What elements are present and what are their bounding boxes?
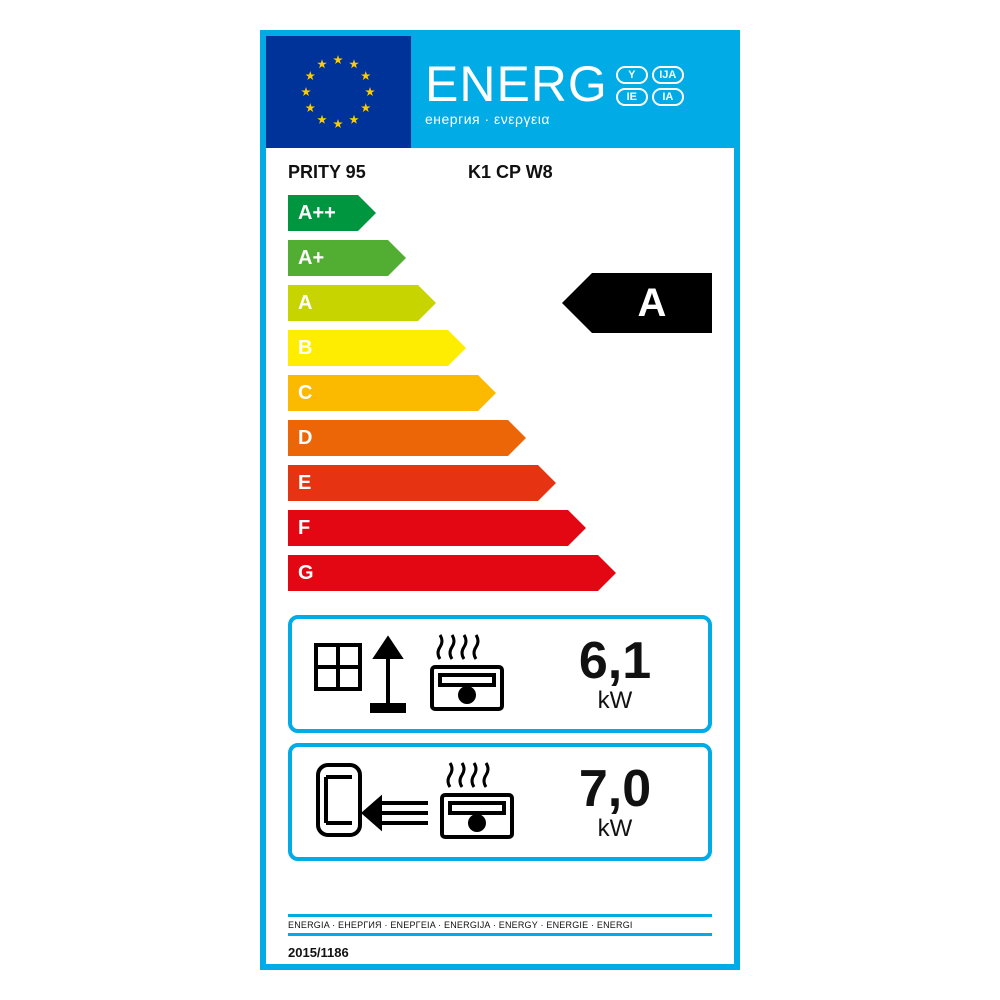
footer-languages: ENERGIA · ЕНЕРГИЯ · ΕΝΕΡΓΕΙΑ · ENERGIJA … [288, 914, 712, 936]
rating-arrow: A [592, 273, 712, 333]
efficiency-bar-D: D [288, 420, 508, 456]
header-title: ENERG [425, 59, 608, 109]
efficiency-bar-A: A [288, 285, 418, 321]
eu-flag-icon [266, 36, 411, 148]
efficiency-bar-Aplus: A+ [288, 240, 388, 276]
header: ENERG Y IJA IE IA енергия · ενεργεια [266, 36, 734, 148]
efficiency-bar-B: B [288, 330, 448, 366]
water-heating-box: 7,0 kW [288, 743, 712, 861]
water-heating-value: 7,0 kW [540, 763, 690, 841]
header-text: ENERG Y IJA IE IA енергия · ενεργεια [411, 36, 734, 148]
efficiency-bar-E: E [288, 465, 538, 501]
regulation-number: 2015/1186 [288, 945, 349, 960]
efficiency-bar-G: G [288, 555, 598, 591]
efficiency-bar-F: F [288, 510, 568, 546]
model: K1 CP W8 [468, 162, 712, 183]
efficiency-scale: A++A+ABCDEFGA [288, 195, 712, 605]
efficiency-bar-Aplusplus: A++ [288, 195, 358, 231]
efficiency-bar-C: C [288, 375, 478, 411]
header-suffix-pills: Y IJA IE IA [616, 66, 684, 106]
header-subtitle: енергия · ενεργεια [425, 111, 724, 127]
energy-label: ENERG Y IJA IE IA енергия · ενεργεια PRI… [260, 30, 740, 970]
water-heating-icon [310, 755, 540, 850]
room-heating-icon [310, 627, 540, 722]
brand: PRITY 95 [288, 162, 468, 183]
brand-row: PRITY 95 K1 CP W8 [266, 148, 734, 187]
room-heating-box: 6,1 kW [288, 615, 712, 733]
room-heating-value: 6,1 kW [540, 635, 690, 713]
